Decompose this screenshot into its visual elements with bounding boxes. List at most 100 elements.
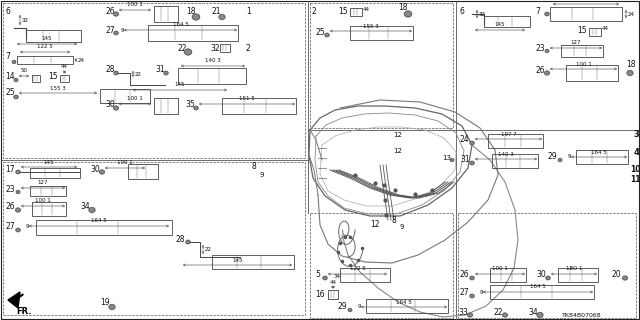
Text: 22: 22 <box>205 247 212 252</box>
Bar <box>492 154 538 168</box>
Bar <box>340 268 390 282</box>
Text: 32: 32 <box>479 12 486 17</box>
Text: 7: 7 <box>535 7 540 16</box>
Text: 140 3: 140 3 <box>498 151 514 156</box>
Text: 29: 29 <box>338 302 348 311</box>
Text: 1BO 1: 1BO 1 <box>566 267 582 271</box>
Bar <box>32 75 40 82</box>
Text: 164 5: 164 5 <box>396 300 412 305</box>
Bar <box>350 8 362 16</box>
Polygon shape <box>14 78 18 82</box>
Text: 30: 30 <box>536 270 546 279</box>
Bar <box>128 164 158 179</box>
Text: 127: 127 <box>571 41 581 45</box>
Polygon shape <box>186 240 190 244</box>
Text: 140 3: 140 3 <box>205 59 221 63</box>
Bar <box>558 268 598 282</box>
Text: 18: 18 <box>626 60 636 69</box>
Text: 18: 18 <box>398 3 408 12</box>
Polygon shape <box>16 190 20 194</box>
Polygon shape <box>545 50 548 52</box>
Text: 27: 27 <box>460 288 470 297</box>
Text: 44: 44 <box>61 65 68 69</box>
Polygon shape <box>89 207 95 212</box>
Text: 9: 9 <box>400 224 404 230</box>
Text: 32: 32 <box>210 44 220 53</box>
Text: 145: 145 <box>232 258 243 262</box>
Bar <box>490 285 594 299</box>
Polygon shape <box>545 71 549 75</box>
Bar <box>222 98 296 114</box>
Polygon shape <box>502 313 508 317</box>
Text: 15: 15 <box>577 26 587 35</box>
Text: 15: 15 <box>338 7 348 16</box>
Text: FR.: FR. <box>16 307 31 316</box>
Polygon shape <box>545 12 549 16</box>
Bar <box>212 255 294 269</box>
Text: 145: 145 <box>495 22 505 28</box>
Text: 22: 22 <box>493 308 502 317</box>
Text: 100 1: 100 1 <box>35 198 51 204</box>
Polygon shape <box>109 305 115 309</box>
Bar <box>30 168 80 178</box>
Text: 2: 2 <box>246 44 251 53</box>
Polygon shape <box>627 70 633 76</box>
Bar <box>60 75 69 82</box>
Polygon shape <box>470 294 474 298</box>
Polygon shape <box>404 11 412 17</box>
Bar <box>3 162 305 315</box>
Bar <box>561 45 603 57</box>
Text: 155 3: 155 3 <box>363 23 379 28</box>
Bar <box>589 28 601 36</box>
Text: 14: 14 <box>5 72 15 81</box>
Polygon shape <box>16 170 20 174</box>
Text: 100 1: 100 1 <box>492 267 508 271</box>
Text: 30: 30 <box>90 165 100 174</box>
Text: 25: 25 <box>315 28 324 37</box>
Text: 100 1: 100 1 <box>117 161 133 165</box>
Text: 22: 22 <box>178 44 188 53</box>
Text: 1: 1 <box>246 7 251 16</box>
Text: 29: 29 <box>548 152 557 161</box>
Text: 27: 27 <box>105 26 115 35</box>
Bar <box>36 220 172 235</box>
Bar <box>366 299 448 313</box>
Text: 18: 18 <box>186 7 195 16</box>
Text: 2: 2 <box>312 7 317 16</box>
Polygon shape <box>114 71 118 75</box>
Text: 26: 26 <box>5 202 15 211</box>
Text: 9: 9 <box>26 224 29 229</box>
Text: 23: 23 <box>5 185 15 194</box>
Text: 23: 23 <box>535 44 545 53</box>
Polygon shape <box>450 158 454 162</box>
Bar <box>576 150 628 164</box>
Text: 44: 44 <box>330 279 337 284</box>
Bar <box>484 16 530 27</box>
Text: 4: 4 <box>634 148 640 157</box>
Text: 9: 9 <box>568 154 572 159</box>
Text: 100 1: 100 1 <box>575 61 591 67</box>
Text: 145: 145 <box>42 36 52 42</box>
Text: 26: 26 <box>460 270 470 279</box>
Text: 25: 25 <box>5 88 15 97</box>
Text: 26: 26 <box>535 66 545 75</box>
Text: 20: 20 <box>612 270 621 279</box>
Text: 122 5: 122 5 <box>37 44 53 50</box>
Text: 10: 10 <box>630 165 640 174</box>
Text: 151 5: 151 5 <box>239 97 255 101</box>
Polygon shape <box>323 276 327 280</box>
Bar <box>3 3 305 158</box>
Text: 24: 24 <box>460 135 470 144</box>
Bar <box>178 68 246 84</box>
Text: 17: 17 <box>5 165 15 174</box>
Text: 6: 6 <box>5 7 10 16</box>
Bar <box>154 6 178 22</box>
Bar <box>488 134 543 148</box>
Text: 164 5: 164 5 <box>91 219 107 223</box>
Text: 100 1: 100 1 <box>127 97 143 101</box>
Text: 122 5: 122 5 <box>578 0 594 2</box>
Text: 8: 8 <box>392 216 397 225</box>
Polygon shape <box>114 106 118 110</box>
Polygon shape <box>623 276 627 280</box>
Bar <box>328 290 338 299</box>
